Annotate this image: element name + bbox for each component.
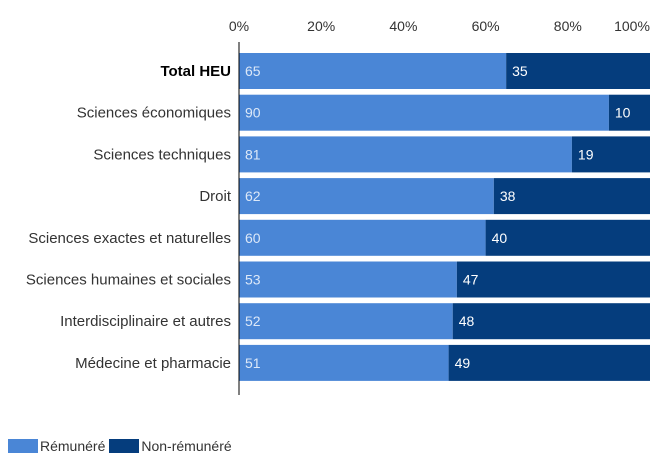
category-label: Interdisciplinaire et autres [60, 313, 231, 330]
category-label: Total HEU [160, 63, 231, 80]
bar-non-remunere [485, 219, 650, 256]
data-label: 51 [245, 355, 261, 371]
data-label: 35 [512, 63, 528, 79]
category-label: Droit [199, 188, 232, 205]
bar-non-remunere [452, 303, 650, 340]
x-tick-label: 60% [472, 18, 500, 34]
data-label: 38 [500, 188, 516, 204]
legend: Rémunéré Non-rémunéré [8, 438, 236, 454]
category-label: Sciences exactes et naturelles [28, 230, 231, 247]
bar-non-remunere [506, 53, 650, 89]
data-label: 53 [245, 272, 261, 288]
bar-non-remunere [571, 136, 650, 173]
x-tick-label: 20% [307, 18, 335, 34]
bar-remunere [239, 219, 486, 256]
category-label: Sciences techniques [93, 146, 231, 163]
bar-non-remunere [456, 261, 650, 298]
data-label: 40 [492, 230, 508, 246]
value-labels: 65 35 90 10 81 19 62 38 60 40 53 47 52 48 51 49 [245, 63, 631, 371]
x-tick-label: 100% [614, 18, 650, 34]
x-tick-label: 80% [554, 18, 582, 34]
bar-remunere [239, 136, 572, 173]
category-label: Sciences humaines et sociales [26, 272, 231, 289]
bar-remunere [239, 344, 449, 381]
bar-non-remunere [493, 178, 650, 215]
legend-label-remunere: Rémunéré [40, 438, 106, 454]
legend-item-remunere: Rémunéré [8, 438, 105, 454]
data-label: 47 [463, 272, 479, 288]
category-labels: Total HEU Sciences économiques Sciences te… [26, 63, 232, 372]
bar-non-remunere [608, 94, 650, 131]
data-label: 10 [615, 105, 631, 121]
legend-label-non-remunere: Non-rémunéré [141, 438, 232, 454]
bar-remunere [239, 261, 457, 298]
data-label: 49 [455, 355, 471, 371]
bar-remunere [239, 94, 609, 131]
data-label: 65 [245, 63, 261, 79]
data-label: 19 [578, 146, 594, 162]
data-label: 62 [245, 188, 261, 204]
legend-swatch-remunere [8, 439, 38, 453]
data-label: 90 [245, 105, 261, 121]
category-label: Sciences économiques [77, 105, 231, 122]
x-tick-label: 0% [229, 18, 249, 34]
legend-swatch-non-remunere [109, 439, 140, 453]
bar-remunere [239, 53, 507, 89]
bar-remunere [239, 178, 494, 215]
data-label: 52 [245, 313, 261, 329]
data-label: 60 [245, 230, 261, 246]
data-label: 81 [245, 146, 261, 162]
data-label: 48 [459, 313, 475, 329]
x-tick-label: 40% [389, 18, 417, 34]
x-axis-ticks: 0% 20% 40% 60% 80% 100% [229, 18, 650, 34]
bar-remunere [239, 303, 453, 340]
category-label: Médecine et pharmacie [75, 355, 231, 372]
bar-non-remunere [448, 344, 650, 381]
bars [239, 53, 650, 381]
legend-item-non-remunere: Non-rémunéré [109, 438, 232, 454]
